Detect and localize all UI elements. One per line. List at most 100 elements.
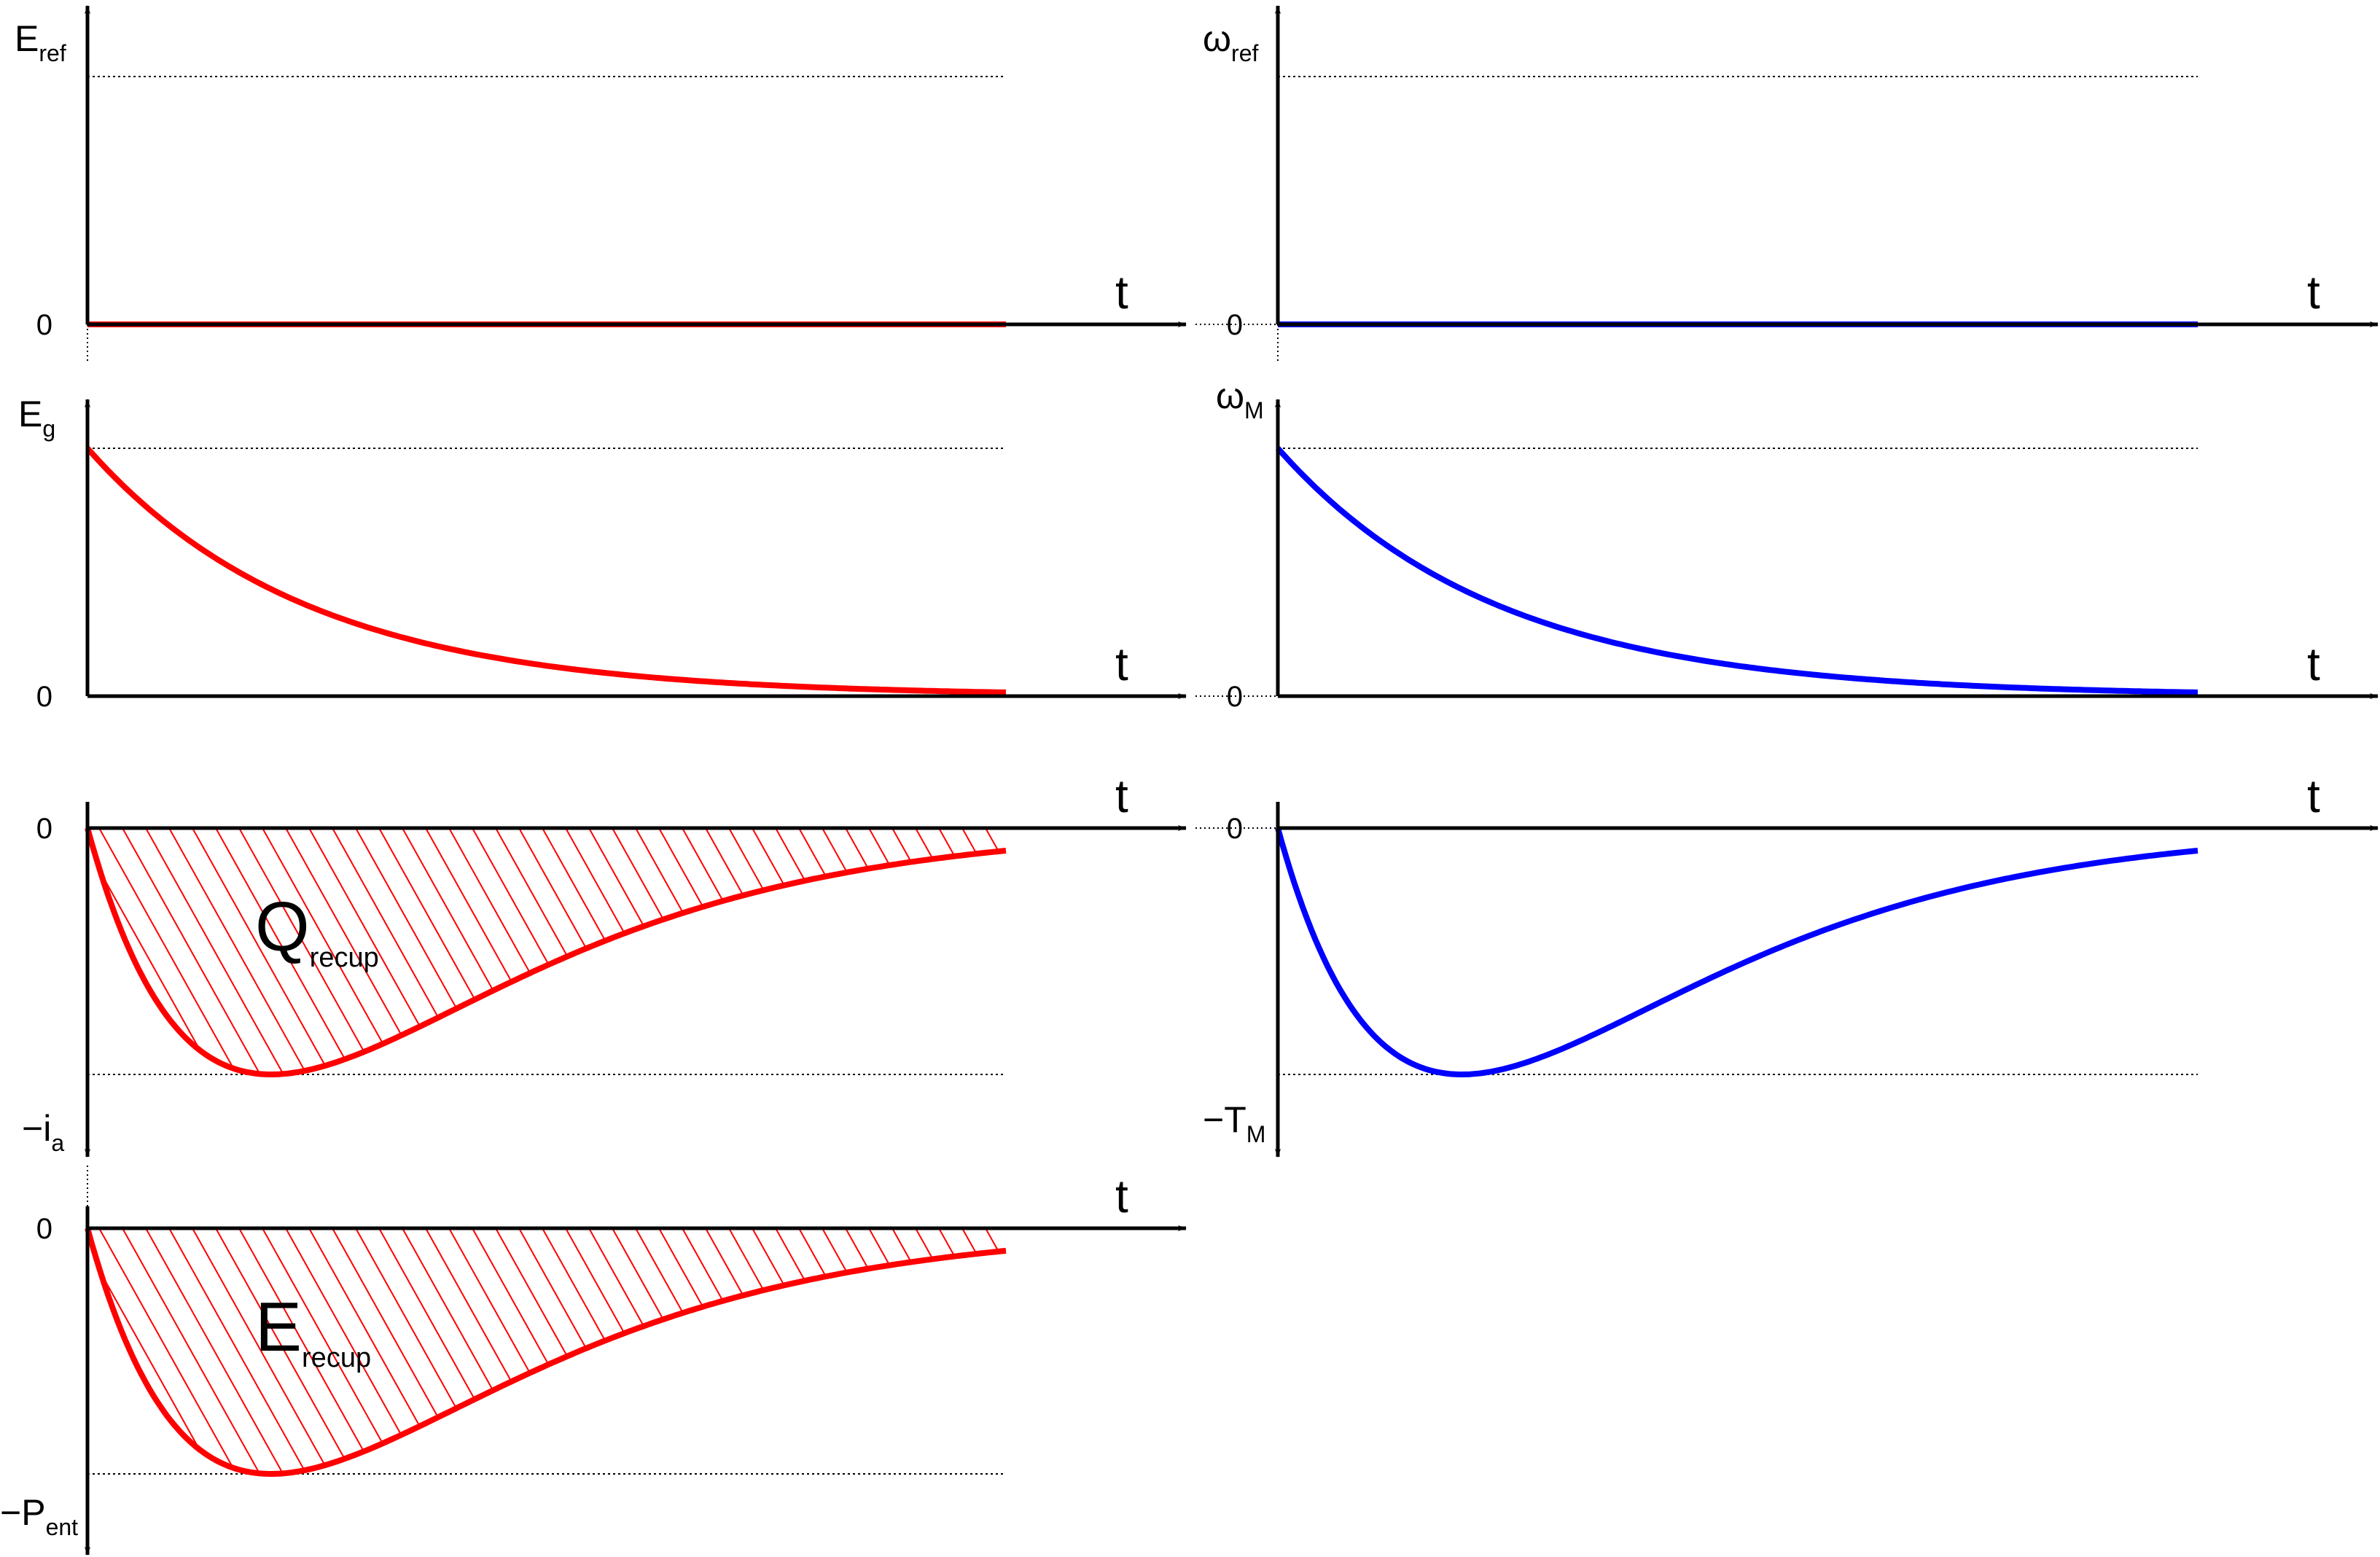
hatch-line <box>495 1228 635 1474</box>
zero-label: 0 <box>36 681 52 713</box>
hatch-line <box>425 828 565 1074</box>
hatch-line <box>87 828 122 1074</box>
hatch-line <box>262 828 402 1074</box>
hatch-line <box>542 1228 682 1474</box>
hatch-line <box>192 1228 332 1474</box>
hatch-line <box>378 1228 518 1474</box>
hatch-line <box>658 1228 798 1474</box>
hatch-line <box>87 828 98 1074</box>
hatch-line <box>168 828 308 1074</box>
series-line <box>85 1227 1007 1477</box>
panel-wm: t 0 ωM <box>1195 375 2379 713</box>
hatch-line <box>0 828 4 1076</box>
zero-label: 0 <box>1227 681 1243 713</box>
hatch-line <box>1032 1228 1171 1476</box>
hatch-line <box>938 828 1006 1074</box>
hatch-line <box>0 1228 4 1476</box>
zero-label: 0 <box>36 309 52 341</box>
zero-label: 0 <box>36 1213 52 1245</box>
panel-eref: t 0 Eref <box>15 5 1187 361</box>
zero-label: 0 <box>36 813 52 845</box>
hatch-line <box>448 828 588 1074</box>
hatch-line <box>938 1228 1006 1474</box>
hatch-line <box>168 1228 308 1474</box>
hatch-line <box>122 1228 262 1474</box>
hatch-line <box>215 1228 355 1474</box>
hatch-line <box>355 1228 495 1474</box>
panel-tm: t 0 −TM <box>1195 770 2379 1158</box>
hatch-line <box>495 828 635 1074</box>
value-axis-label: Eref <box>15 18 66 66</box>
hatch-line <box>472 828 612 1074</box>
hatch-line <box>1009 828 1147 1076</box>
hatch-line <box>402 1228 542 1474</box>
hatch-line <box>0 828 51 1076</box>
hatch-line <box>635 1228 775 1474</box>
hatch-line <box>0 828 28 1076</box>
hatch-line <box>985 828 1006 1074</box>
hatch-line <box>238 1228 378 1474</box>
hatch-line <box>87 1228 192 1474</box>
hatch-line <box>845 1228 985 1474</box>
hatch-line <box>518 828 658 1074</box>
hatch-line <box>0 1228 51 1476</box>
value-axis-label: Eg <box>18 394 55 442</box>
time-label: t <box>2307 638 2320 690</box>
hatch-line <box>98 828 238 1074</box>
hatch-line <box>682 1228 822 1474</box>
hatch-line <box>682 828 822 1074</box>
hatch-line <box>752 1228 891 1474</box>
series-line <box>1276 446 2198 695</box>
hatch-line <box>705 1228 845 1474</box>
hatch-line <box>0 828 74 1076</box>
hatch-line <box>262 1228 402 1474</box>
hatch-line <box>891 828 1006 1074</box>
hatch-line <box>98 1228 238 1474</box>
hatch-line <box>915 1228 1006 1474</box>
hatch-line <box>658 828 798 1074</box>
hatch-line <box>0 1228 74 1476</box>
negative-peak-label: −ia <box>22 1108 64 1156</box>
hatch-line <box>728 828 868 1074</box>
hatch-line <box>122 828 262 1074</box>
time-label: t <box>1115 266 1128 319</box>
hatch-line <box>0 1228 28 1476</box>
hatch-line <box>87 1228 98 1474</box>
area-label: Erecup <box>255 1288 371 1373</box>
hatch-line <box>588 828 728 1074</box>
hatch-line <box>87 828 145 1074</box>
hatch-line <box>425 1228 565 1474</box>
hatch-line <box>472 1228 612 1474</box>
hatch-line <box>87 828 192 1074</box>
area-label: Qrecup <box>255 888 379 973</box>
hatch-line <box>752 828 891 1074</box>
hatch-line <box>915 828 1006 1074</box>
hatch-line <box>891 1228 1006 1474</box>
hatch-line <box>845 828 985 1074</box>
hatch-line <box>798 1228 938 1474</box>
panel-pent: t 0 −Pent Erecup <box>0 1163 1187 1556</box>
hatch-line <box>985 1228 1006 1474</box>
time-label: t <box>2307 266 2320 319</box>
hatch-line <box>192 828 332 1074</box>
hatch-line <box>215 828 355 1074</box>
hatch-line <box>705 828 845 1074</box>
time-label: t <box>1115 770 1128 822</box>
hatch-line <box>798 828 938 1074</box>
value-axis-label: ωM <box>1216 375 1264 424</box>
hatch-line <box>87 1228 122 1474</box>
hatch-line <box>542 828 682 1074</box>
hatch-area <box>0 1228 1171 1476</box>
hatch-line <box>612 1228 752 1474</box>
hatch-line <box>961 1228 1006 1474</box>
hatch-line <box>635 828 775 1074</box>
hatch-line <box>728 1228 868 1474</box>
hatch-line <box>612 828 752 1074</box>
hatch-area <box>0 828 1147 1076</box>
negative-peak-label: −TM <box>1203 1099 1265 1147</box>
series-line <box>85 827 1007 1077</box>
panel-ia: t 0 −ia Qrecup <box>0 770 1187 1158</box>
panel-eg: t 0 Eg <box>18 394 1187 713</box>
zero-label: 0 <box>1227 309 1243 341</box>
hatch-line <box>87 1228 145 1474</box>
